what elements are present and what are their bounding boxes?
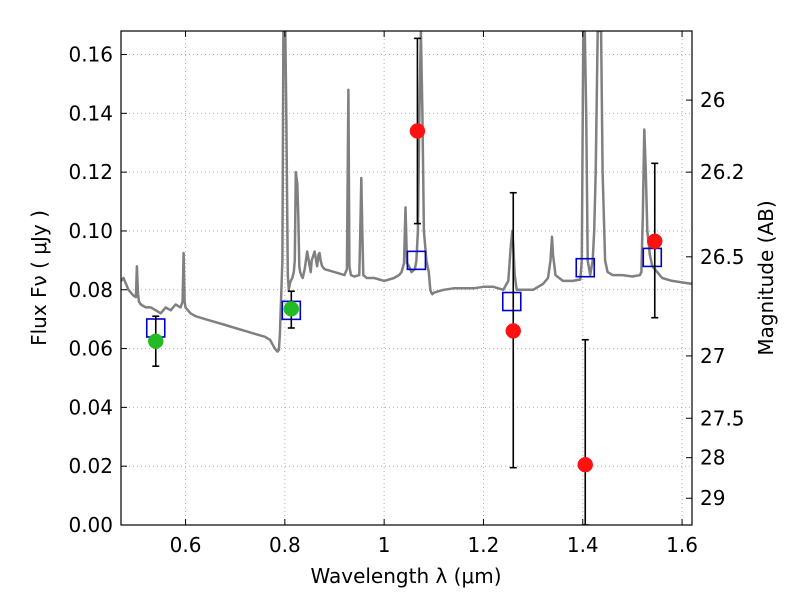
observed-point — [577, 456, 593, 473]
y-tick-label: 0.06 — [68, 337, 113, 361]
y-tick-label: 0.14 — [68, 101, 113, 125]
x-tick-label: 1.2 — [468, 533, 500, 557]
y-tick-label: 0.12 — [68, 160, 113, 184]
y-tick-label: 0.00 — [68, 513, 113, 537]
right-tick-label: 26.5 — [700, 245, 745, 269]
observed-point — [148, 333, 164, 349]
model-square-point — [501, 291, 522, 312]
plot-frame — [120, 30, 693, 526]
spectrum-line — [121, 31, 692, 353]
right-tick-label: 26.2 — [700, 160, 745, 184]
plot-area — [121, 31, 692, 525]
x-tick-label: 0.8 — [269, 533, 301, 557]
y-tick-label: 0.10 — [68, 219, 113, 243]
right-tick-label: 28 — [700, 446, 725, 470]
x-tick-label: 0.6 — [170, 533, 202, 557]
y-tick-label: 0.08 — [68, 278, 113, 302]
right-tick-label: 29 — [700, 486, 725, 510]
right-tick-label: 27.5 — [700, 406, 745, 430]
model-square-point — [575, 257, 596, 278]
x-tick-label: 1.4 — [567, 533, 599, 557]
observed-point — [505, 323, 522, 339]
x-tick-label: 1 — [378, 533, 391, 557]
x-tick-label: 1.6 — [666, 533, 698, 557]
observed-point — [647, 233, 663, 249]
y-tick-label: 0.16 — [68, 43, 113, 67]
model-square-point — [406, 250, 427, 271]
ticks: 0.6 0.8 1 1.2 1.4 1.6 0.00 0.02 0.04 0.06 0.08 0.10… — [68, 31, 745, 557]
y-tick-label: 0.04 — [68, 395, 113, 419]
right-tick-label: 26 — [700, 88, 725, 112]
right-axis-label: Magnitude (AB) — [754, 200, 778, 355]
y-tick-label: 0.02 — [68, 454, 113, 478]
y-axis-label: Flux Fν ( μJy ) — [27, 210, 51, 346]
observed-point — [409, 123, 426, 139]
right-tick-label: 27 — [700, 344, 725, 368]
x-axis-label: Wavelength λ (μm) — [310, 564, 501, 588]
observed-point — [283, 301, 300, 317]
